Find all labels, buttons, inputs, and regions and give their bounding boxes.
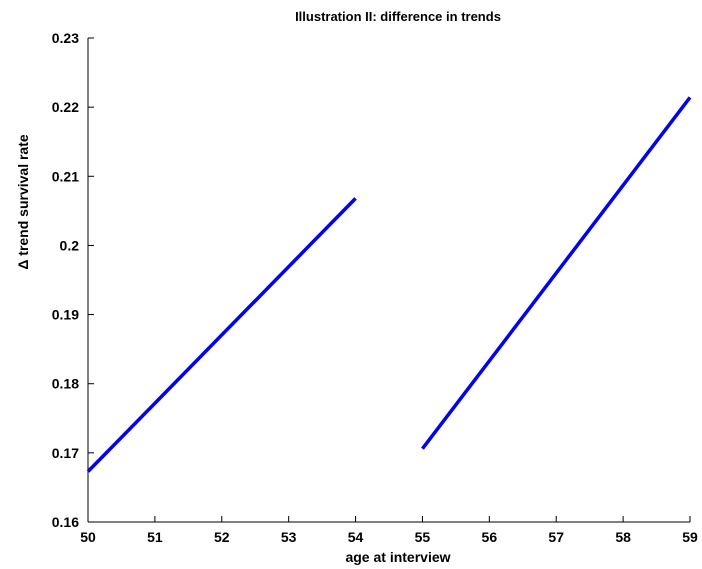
series-group: [86, 96, 692, 473]
series-line-1: [86, 197, 357, 473]
x-ticks: 50 51 52 53 54 55 56 57 58 59: [80, 516, 698, 545]
x-tick-label: 51: [147, 529, 163, 545]
x-tick-label: 56: [482, 529, 498, 545]
x-tick-label: 59: [682, 529, 698, 545]
y-tick-label: 0.18: [52, 376, 79, 392]
x-tick-label: 58: [615, 529, 631, 545]
x-tick-label: 53: [281, 529, 297, 545]
x-tick-label: 55: [415, 529, 431, 545]
x-tick-label: 54: [348, 529, 364, 545]
chart-title: Illustration II: difference in trends: [295, 9, 501, 24]
x-tick-label: 57: [548, 529, 564, 545]
y-tick-label: 0.17: [52, 445, 79, 461]
y-tick-label: 0.21: [52, 168, 79, 184]
axes: [87, 38, 690, 523]
y-ticks: 0.16 0.17 0.18 0.19 0.2 0.21 0.22 0.23: [52, 30, 94, 530]
x-tick-label: 50: [80, 529, 96, 545]
x-axis-label: age at interview: [345, 549, 450, 565]
y-tick-label: 0.19: [52, 307, 79, 323]
y-axis-label: Δ trend survival rate: [15, 134, 31, 270]
series-line-2: [421, 96, 692, 450]
y-tick-label: 0.22: [52, 99, 79, 115]
y-tick-label: 0.2: [60, 237, 80, 253]
y-tick-label: 0.23: [52, 30, 79, 46]
y-tick-label: 0.16: [52, 514, 79, 530]
x-tick-label: 52: [214, 529, 230, 545]
